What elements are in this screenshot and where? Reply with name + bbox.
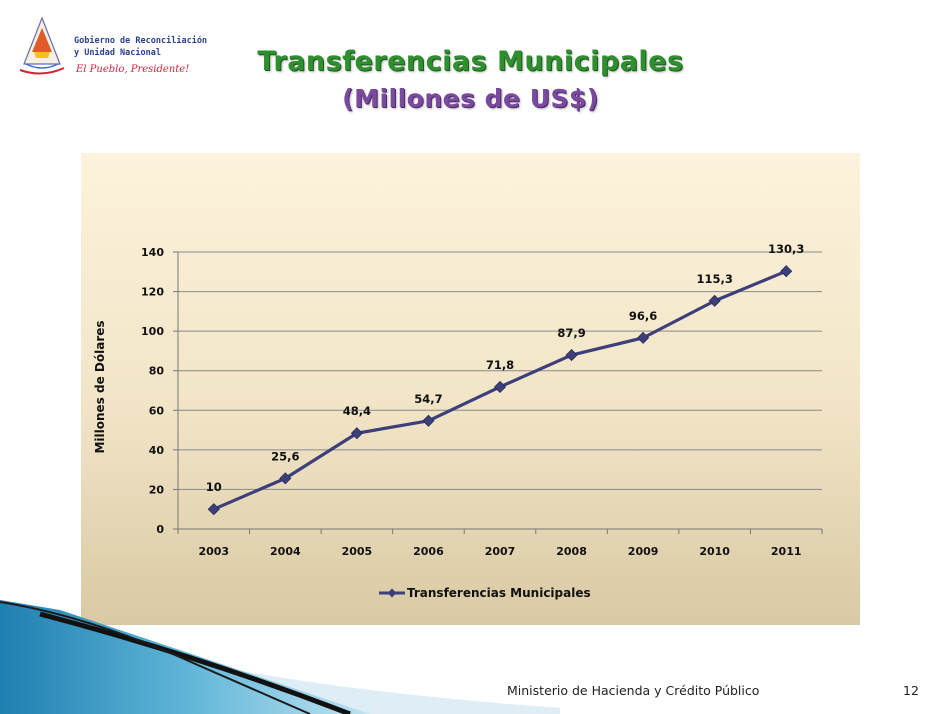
logo-line1: Gobierno de Reconciliación [74, 36, 208, 46]
x-tick-label: 2003 [198, 545, 229, 558]
line-chart: 0 20 40 60 80 100 120 140 2003 2004 2005 2006 2007 20… [81, 153, 860, 625]
logo-slogan: El Pueblo, Presidente! [76, 64, 190, 75]
data-label: 96,6 [629, 309, 657, 323]
x-tick-label: 2004 [270, 545, 301, 558]
legend-label: Transferencias Municipales [407, 586, 591, 600]
data-point [279, 472, 292, 485]
data-label: 115,3 [696, 272, 732, 286]
x-tick-label: 2010 [699, 545, 730, 558]
data-label: 48,4 [343, 404, 371, 418]
x-tick-label: 2011 [771, 545, 802, 558]
y-tick-label: 0 [156, 523, 164, 536]
x-tick-label: 2005 [342, 545, 373, 558]
y-tick-label: 60 [149, 404, 165, 417]
logo-line2: y Unidad Nacional [74, 48, 161, 58]
data-label: 54,7 [414, 392, 442, 406]
y-tick-label: 120 [141, 286, 164, 299]
data-point [565, 349, 578, 362]
data-point [780, 265, 793, 278]
data-point [350, 427, 363, 440]
decorative-swoosh [0, 600, 560, 714]
x-tick-label: 2006 [413, 545, 444, 558]
page-title: Transferencias Municipales [257, 46, 684, 77]
chart-background [81, 153, 860, 625]
y-tick-label: 140 [141, 246, 164, 259]
data-label: 71,8 [486, 358, 514, 372]
y-axis-label: Millones de Dólares [93, 320, 107, 453]
x-tick-label: 2008 [556, 545, 587, 558]
data-point [207, 503, 220, 516]
y-tick-label: 20 [149, 483, 165, 496]
page-subtitle: (Millones de US$) [342, 84, 599, 113]
y-tick-label: 100 [141, 325, 164, 338]
data-label: 10 [206, 480, 222, 494]
chart-svg: 0 20 40 60 80 100 120 140 2003 2004 2005 2006 2007 20… [81, 153, 860, 625]
data-point [422, 414, 435, 427]
data-label: 25,6 [271, 449, 299, 463]
government-logo: Gobierno de Reconciliación y Unidad Naci… [12, 14, 207, 82]
x-tick-label: 2007 [485, 545, 516, 558]
data-point [493, 380, 507, 394]
page-number: 12 [903, 683, 919, 698]
y-tick-label: 40 [149, 444, 165, 457]
data-point [637, 331, 650, 344]
y-tick-label: 80 [149, 365, 165, 378]
data-label: 87,9 [557, 326, 585, 340]
x-tick-label: 2009 [628, 545, 659, 558]
footer-text: Ministerio de Hacienda y Crédito Público [507, 683, 760, 698]
logo-emblem-icon [19, 16, 65, 75]
data-point [708, 294, 721, 307]
data-label: 130,3 [768, 242, 804, 256]
legend-marker [387, 588, 397, 598]
